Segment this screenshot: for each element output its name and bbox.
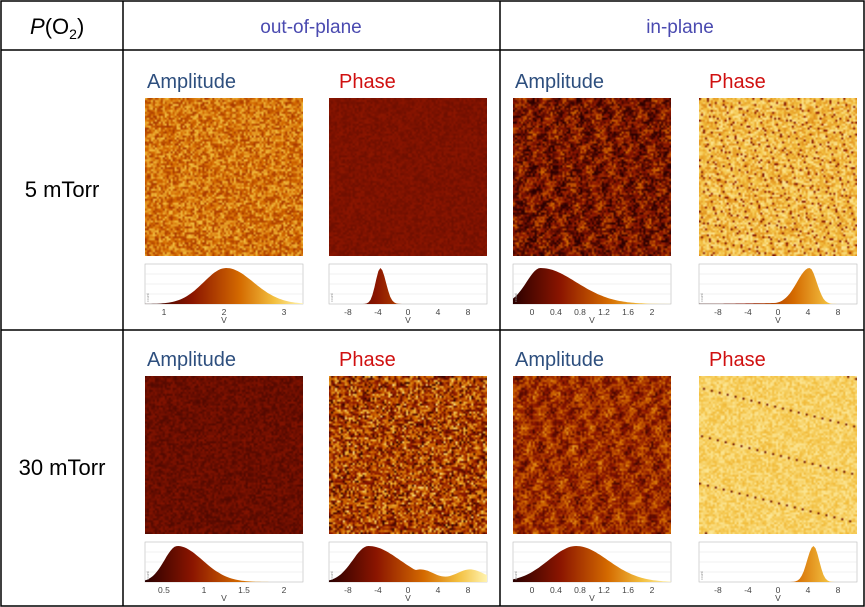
tick-r1c3-4: 8 xyxy=(836,585,841,595)
tick-r0c2-2: 0.8 xyxy=(574,307,586,317)
panel-r1c2: Amplitude count 0 0.4 0.8 1.2 1.6 2 V xyxy=(512,349,672,603)
tick-r0c3-0: -8 xyxy=(714,307,722,317)
axis-unit-r1c3: V xyxy=(775,593,781,603)
panel-r1c0: Amplitude count 0.5 1 1.5 2 V xyxy=(144,349,304,603)
tick-r1c1-1: -4 xyxy=(374,585,382,595)
tick-r1c0-2: 1.5 xyxy=(238,585,250,595)
tick-r0c3-3: 4 xyxy=(806,307,811,317)
panel-label-r0c1: Phase xyxy=(339,71,396,93)
column-header-in-plane: in-plane xyxy=(646,17,714,38)
panel-r1c3: Phase count -8 -4 0 4 8 V xyxy=(698,349,858,603)
panel-label-r1c2: Amplitude xyxy=(515,349,604,371)
pfm-image-r0c3 xyxy=(699,98,857,256)
pfm-image-r0c1 xyxy=(329,98,487,256)
histogram-r1c1: count -8 -4 0 4 8 V xyxy=(328,541,488,603)
tick-r1c2-4: 1.6 xyxy=(622,585,634,595)
tick-r0c2-1: 0.4 xyxy=(550,307,562,317)
tick-r0c3-4: 8 xyxy=(836,307,841,317)
svg-text:count: count xyxy=(146,571,150,580)
tick-r1c3-2: 0 xyxy=(776,585,781,595)
panel-r0c3: Phase count -8 -4 0 4 8 V xyxy=(698,71,858,325)
axis-unit-r1c2: V xyxy=(589,593,595,603)
row-label-30-mtorr: 30 mTorr xyxy=(19,455,106,480)
row-label-5-mtorr: 5 mTorr xyxy=(25,177,100,202)
tick-r1c2-0: 0 xyxy=(530,585,535,595)
panel-label-r0c3: Phase xyxy=(709,71,766,93)
tick-r1c1-4: 8 xyxy=(466,585,471,595)
tick-r1c0-1: 1 xyxy=(202,585,207,595)
histogram-r0c3: count -8 -4 0 4 8 V xyxy=(698,263,858,325)
panel-label-r1c1: Phase xyxy=(339,349,396,371)
panel-r1c1: Phase count -8 -4 0 4 8 V xyxy=(328,349,488,603)
pfm-image-r1c2 xyxy=(513,376,671,534)
tick-r1c3-3: 4 xyxy=(806,585,811,595)
axis-unit-r0c3: V xyxy=(775,315,781,325)
pfm-image-r1c0 xyxy=(145,376,303,534)
tick-r0c3-2: 0 xyxy=(776,307,781,317)
pfm-image-r1c1 xyxy=(329,376,487,534)
pfm-image-r1c3 xyxy=(699,376,857,534)
axis-unit-r0c0: V xyxy=(221,315,227,325)
tick-r0c1-1: -4 xyxy=(374,307,382,317)
tick-r1c1-3: 4 xyxy=(436,585,441,595)
tick-r1c2-3: 1.2 xyxy=(598,585,610,595)
tick-r0c2-3: 1.2 xyxy=(598,307,610,317)
tick-r1c2-1: 0.4 xyxy=(550,585,562,595)
corner-label: P(O2) xyxy=(30,14,84,42)
tick-r0c1-4: 8 xyxy=(466,307,471,317)
panel-r0c2: Amplitude count 0 0.4 0.8 1.2 1.6 2 V xyxy=(512,71,672,325)
histogram-r1c0: count 0.5 1 1.5 2 V xyxy=(144,541,304,603)
panel-label-r1c0: Amplitude xyxy=(147,349,236,371)
tick-r1c3-1: -4 xyxy=(744,585,752,595)
svg-text:count: count xyxy=(330,293,334,302)
svg-text:count: count xyxy=(514,571,518,580)
panel-label-r1c3: Phase xyxy=(709,349,766,371)
tick-r0c1-2: 0 xyxy=(406,307,411,317)
tick-r0c2-5: 2 xyxy=(650,307,655,317)
axis-unit-r1c0: V xyxy=(221,593,227,603)
tick-r0c3-1: -4 xyxy=(744,307,752,317)
pfm-image-r0c0 xyxy=(145,98,303,256)
axis-unit-r0c2: V xyxy=(589,315,595,325)
histogram-r1c2: count 0 0.4 0.8 1.2 1.6 2 V xyxy=(512,541,672,603)
svg-text:count: count xyxy=(146,293,150,302)
histogram-r0c0: count 1 2 3 V xyxy=(144,263,304,325)
svg-text:count: count xyxy=(700,571,704,580)
tick-r0c2-4: 1.6 xyxy=(622,307,634,317)
panel-r0c1: Phase count -8 -4 0 4 8 V xyxy=(328,71,488,325)
svg-text:count: count xyxy=(700,293,704,302)
pfm-image-r0c2 xyxy=(513,98,671,256)
tick-r1c1-2: 0 xyxy=(406,585,411,595)
tick-r1c3-0: -8 xyxy=(714,585,722,595)
tick-r1c0-3: 2 xyxy=(282,585,287,595)
panel-r0c0: Amplitude count 1 2 3 V xyxy=(144,71,304,325)
axis-unit-r1c1: V xyxy=(405,593,411,603)
svg-text:count: count xyxy=(330,571,334,580)
tick-r0c1-3: 4 xyxy=(436,307,441,317)
tick-r0c2-0: 0 xyxy=(530,307,535,317)
tick-r1c2-2: 0.8 xyxy=(574,585,586,595)
tick-r1c2-5: 2 xyxy=(650,585,655,595)
tick-r0c0-0: 1 xyxy=(162,307,167,317)
column-header-out-of-plane: out-of-plane xyxy=(260,17,361,38)
tick-r0c1-0: -8 xyxy=(344,307,352,317)
histogram-r0c1: count -8 -4 0 4 8 V xyxy=(328,263,488,325)
tick-r1c1-0: -8 xyxy=(344,585,352,595)
panel-label-r0c0: Amplitude xyxy=(147,71,236,93)
histogram-r0c2: count 0 0.4 0.8 1.2 1.6 2 V xyxy=(512,263,672,325)
tick-r0c0-2: 3 xyxy=(282,307,287,317)
tick-r1c0-0: 0.5 xyxy=(158,585,170,595)
axis-unit-r0c1: V xyxy=(405,315,411,325)
svg-text:count: count xyxy=(514,293,518,302)
histogram-r1c3: count -8 -4 0 4 8 V xyxy=(698,541,858,603)
tick-r0c0-1: 2 xyxy=(222,307,227,317)
panel-label-r0c2: Amplitude xyxy=(515,71,604,93)
